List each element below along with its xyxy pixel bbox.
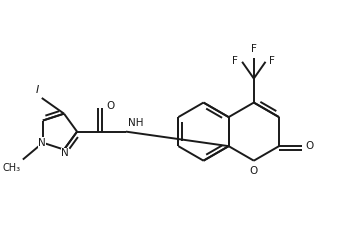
Text: O: O — [306, 141, 314, 151]
Text: NH: NH — [128, 118, 143, 128]
Text: O: O — [107, 101, 115, 111]
Text: O: O — [250, 166, 258, 175]
Text: N: N — [61, 149, 69, 158]
Text: F: F — [232, 56, 238, 66]
Text: CH₃: CH₃ — [3, 163, 21, 174]
Text: N: N — [38, 138, 46, 148]
Text: I: I — [36, 85, 39, 95]
Text: F: F — [269, 56, 275, 66]
Text: F: F — [251, 44, 257, 54]
